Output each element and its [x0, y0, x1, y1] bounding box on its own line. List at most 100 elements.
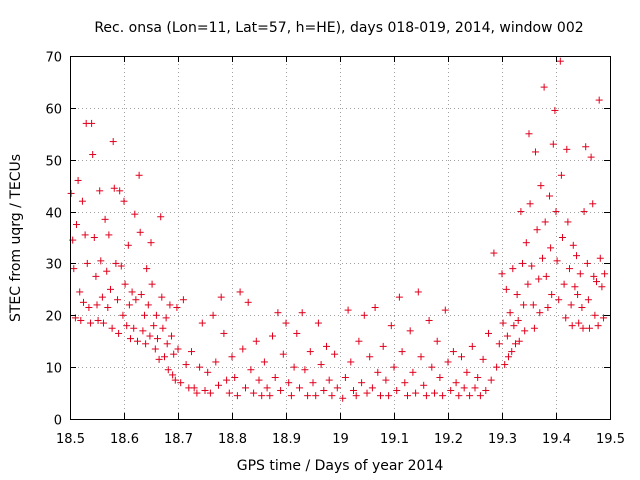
data-point	[90, 234, 98, 241]
data-point	[501, 361, 509, 369]
data-point	[146, 332, 154, 340]
data-point	[132, 296, 140, 304]
data-point	[555, 296, 563, 304]
data-point	[123, 322, 131, 330]
data-point	[85, 304, 93, 312]
data-point	[331, 350, 339, 358]
data-point	[143, 265, 151, 273]
data-point	[120, 197, 128, 205]
data-point	[157, 213, 165, 221]
data-point	[135, 171, 143, 179]
data-point	[196, 363, 204, 371]
data-point	[544, 304, 552, 312]
y-tick-label: 0	[54, 414, 62, 429]
data-point	[223, 376, 231, 384]
data-point	[128, 288, 136, 296]
data-point	[414, 288, 422, 296]
chart-title: Rec. onsa (Lon=11, Lat=57, h=HE), days 0…	[94, 20, 583, 36]
data-point	[510, 322, 518, 330]
data-point	[88, 119, 96, 127]
data-point	[535, 275, 543, 283]
data-point	[87, 319, 95, 327]
data-point	[325, 376, 333, 384]
data-point	[422, 392, 430, 400]
data-point	[498, 270, 506, 278]
data-point	[148, 280, 156, 288]
data-point	[539, 254, 546, 262]
data-point	[536, 309, 544, 317]
data-point	[141, 311, 149, 319]
data-point	[130, 324, 138, 332]
data-point	[152, 311, 160, 319]
data-point	[569, 241, 577, 249]
data-point	[563, 145, 571, 153]
data-point	[271, 374, 279, 382]
data-point	[541, 218, 549, 226]
data-point	[463, 368, 471, 376]
data-point	[431, 389, 438, 397]
x-tick-label: 19.1	[380, 432, 409, 447]
data-point	[567, 301, 575, 309]
data-point	[131, 210, 139, 218]
data-point	[151, 345, 159, 353]
data-point	[377, 392, 384, 400]
data-point	[350, 386, 357, 394]
data-point	[83, 259, 91, 267]
y-tick-label: 20	[45, 310, 62, 325]
data-point	[390, 363, 398, 371]
data-point	[309, 379, 317, 387]
data-point	[80, 298, 87, 306]
data-point	[455, 392, 463, 400]
data-point	[595, 96, 603, 104]
data-point	[215, 381, 222, 389]
data-point	[150, 322, 158, 330]
x-tick-label: 18.7	[164, 432, 193, 447]
data-point	[231, 374, 239, 382]
y-axis-label: STEC from uqrg / TECUs	[8, 154, 24, 322]
data-point	[553, 257, 561, 265]
data-point	[96, 187, 104, 195]
data-point	[266, 392, 274, 400]
data-point	[255, 376, 263, 384]
x-axis-label: GPS time / Days of year 2014	[237, 458, 444, 474]
x-tick-labels: 18.5 18.6 18.7 18.8 18.9 19 19.1 19.2 19.3 19.4 19…	[56, 432, 625, 447]
data-point	[551, 106, 559, 114]
data-point	[347, 358, 355, 366]
data-point	[258, 392, 266, 400]
data-point	[209, 311, 217, 319]
data-point	[159, 324, 167, 332]
data-point	[279, 350, 287, 358]
data-point	[112, 259, 120, 267]
data-point	[217, 293, 225, 301]
data-point	[97, 257, 105, 265]
data-point	[250, 389, 258, 397]
y-tick-label: 70	[45, 51, 62, 66]
data-point	[212, 358, 220, 366]
data-point	[233, 392, 241, 400]
data-point	[298, 309, 306, 317]
data-point	[306, 348, 314, 356]
data-point	[513, 291, 521, 299]
data-point	[476, 392, 484, 400]
data-point	[72, 221, 80, 229]
data-point	[344, 306, 352, 314]
data-point	[526, 200, 534, 208]
data-point	[579, 324, 587, 332]
data-point	[103, 267, 111, 275]
x-tick-label: 19.3	[488, 432, 517, 447]
data-point	[531, 148, 539, 156]
grid	[70, 56, 610, 419]
data-point	[564, 218, 572, 226]
data-point	[517, 208, 525, 216]
data-point	[401, 379, 409, 387]
data-point	[533, 226, 541, 234]
data-point	[540, 83, 548, 91]
data-point	[584, 296, 592, 304]
y-tick-labels: 0 10 20 30 40 50 60 70	[45, 51, 62, 429]
data-point	[109, 138, 117, 146]
data-point	[593, 278, 600, 286]
data-point	[155, 355, 163, 363]
data-point	[328, 392, 336, 400]
data-point	[433, 337, 441, 345]
data-point	[247, 366, 255, 374]
